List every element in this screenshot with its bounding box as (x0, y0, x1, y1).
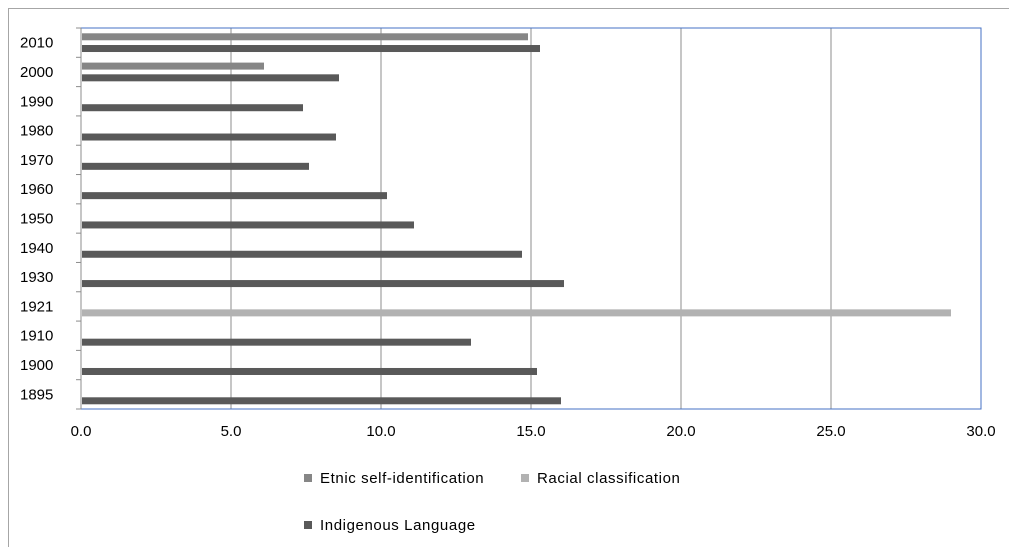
bar (82, 45, 540, 53)
x-tick-label: 10.0 (366, 423, 395, 440)
bars (82, 33, 951, 405)
bar (82, 74, 339, 82)
x-tick-label: 0.0 (71, 423, 92, 440)
bar (82, 33, 528, 41)
bar (82, 221, 414, 229)
legend-swatch (521, 474, 529, 482)
bar (82, 397, 561, 405)
legend: Etnic self-identification Racial classifi… (304, 470, 680, 534)
y-tick-label: 1950 (20, 211, 53, 228)
x-tick-label: 20.0 (666, 423, 695, 440)
y-tick-label: 1930 (20, 269, 53, 286)
bar (82, 338, 471, 346)
axes: 0.0 5.0 10.0 15.0 20.0 25.0 30.0 1895 1900 1910 19… (20, 27, 996, 440)
bar (82, 280, 564, 288)
y-tick-label: 1921 (20, 298, 53, 315)
y-tick-label: 1970 (20, 152, 53, 169)
y-tick-label: 1900 (20, 357, 53, 374)
y-tick-label: 1910 (20, 328, 53, 345)
x-tick-label: 15.0 (516, 423, 545, 440)
gridlines (230, 28, 832, 409)
bar (82, 250, 522, 258)
bar (82, 309, 951, 317)
y-tick-label: 2010 (20, 35, 53, 52)
chart-frame (8, 8, 1009, 547)
legend-swatch (304, 521, 312, 529)
bar (82, 133, 336, 141)
y-tick-label: 2000 (20, 64, 53, 81)
bar (82, 192, 387, 200)
legend-label: Indigenous Language (320, 517, 476, 534)
bar (82, 104, 303, 112)
y-tick-label: 1895 (20, 386, 53, 403)
y-tick-label: 1990 (20, 93, 53, 110)
x-tick-label: 30.0 (966, 423, 995, 440)
x-tick-label: 25.0 (816, 423, 845, 440)
bar (82, 162, 309, 170)
bar (82, 62, 264, 70)
legend-label: Racial classification (537, 470, 680, 487)
x-tick-label: 5.0 (221, 423, 242, 440)
legend-swatch (304, 474, 312, 482)
y-tick-label: 1980 (20, 123, 53, 140)
bar (82, 367, 537, 375)
y-tick-label: 1960 (20, 181, 53, 198)
y-tick-label: 1940 (20, 240, 53, 257)
legend-label: Etnic self-identification (320, 470, 484, 487)
